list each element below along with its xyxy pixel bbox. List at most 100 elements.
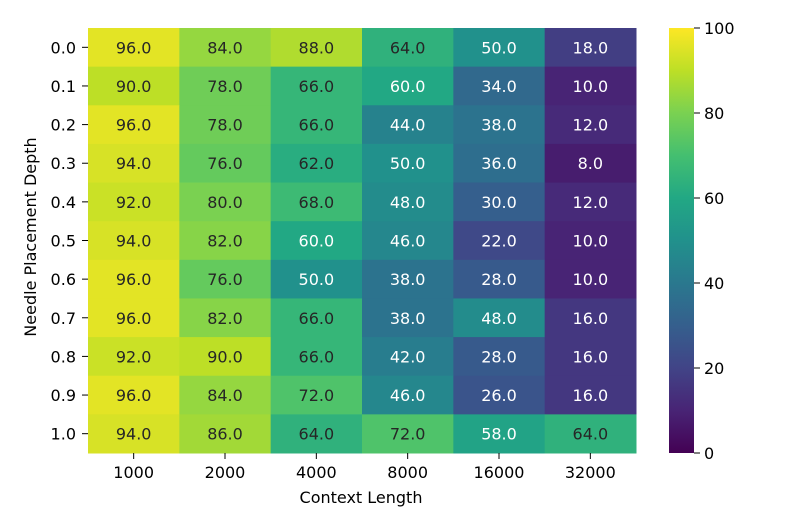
heatmap-cell [88, 375, 180, 415]
cell-value-label: 58.0 [481, 425, 517, 444]
colorbar-tick-label: 60 [704, 189, 724, 208]
cell-value-label: 66.0 [299, 309, 335, 328]
cell-value-label: 50.0 [390, 154, 426, 173]
cell-value-label: 66.0 [299, 116, 335, 135]
cell-value-label: 16.0 [573, 309, 609, 328]
heatmap-cell [270, 337, 363, 377]
x-tick-label: 4000 [296, 463, 337, 482]
heatmap-cell [544, 375, 637, 415]
heatmap-cell [88, 298, 180, 338]
heatmap-cell [270, 375, 363, 415]
cell-value-label: 94.0 [116, 425, 152, 444]
cell-value-label: 28.0 [481, 270, 517, 289]
y-tick-label: 0.7 [51, 309, 76, 328]
cell-value-label: 92.0 [116, 193, 152, 212]
cell-value-label: 22.0 [481, 232, 517, 251]
y-tick-label: 0.0 [51, 38, 76, 57]
heatmap-cell [270, 182, 363, 222]
heatmap-cell [270, 105, 363, 145]
heatmap-cell [88, 105, 180, 145]
cell-value-label: 76.0 [207, 154, 243, 173]
heatmap-cell [270, 259, 363, 299]
cell-value-label: 96.0 [116, 270, 152, 289]
heatmap-cell [453, 66, 546, 106]
cell-value-label: 66.0 [299, 77, 335, 96]
cell-value-label: 26.0 [481, 386, 517, 405]
cell-value-label: 82.0 [207, 232, 243, 251]
heatmap-cell [453, 337, 546, 377]
heatmap-cell [179, 221, 272, 261]
heatmap-cell [362, 375, 454, 415]
heatmap-cell [362, 66, 454, 106]
cell-value-label: 92.0 [116, 347, 152, 366]
colorbar-tick-label: 40 [704, 274, 724, 293]
cell-value-label: 48.0 [481, 309, 517, 328]
heatmap-cell [179, 414, 272, 454]
cell-value-label: 82.0 [207, 309, 243, 328]
heatmap-cell [544, 337, 637, 377]
cell-value-label: 12.0 [573, 116, 609, 135]
heatmap-cell [179, 182, 272, 222]
heatmap-cell [270, 298, 363, 338]
x-axis-label: Context Length [300, 488, 423, 507]
y-axis-ticks: 0.0 0.1 0.2 0.3 0.4 0.5 0.6 0.7 0.8 0.9 1.0 [51, 38, 88, 444]
cell-value-label: 78.0 [207, 77, 243, 96]
heatmap-cell [544, 28, 637, 68]
x-axis-ticks: 1000 2000 4000 8000 16000 32000 [113, 453, 616, 482]
heatmap-cell [544, 105, 637, 145]
heatmap-cell [453, 414, 546, 454]
cell-value-label: 38.0 [390, 270, 426, 289]
heatmap-cell [544, 221, 637, 261]
x-tick-label: 32000 [565, 463, 616, 482]
cell-value-label: 90.0 [116, 77, 152, 96]
cell-value-label: 46.0 [390, 386, 426, 405]
cell-value-label: 44.0 [390, 116, 426, 135]
heatmap-cell [362, 298, 454, 338]
cell-value-label: 46.0 [390, 232, 426, 251]
cell-value-label: 38.0 [481, 116, 517, 135]
cell-value-label: 60.0 [299, 232, 335, 251]
cell-value-label: 72.0 [390, 425, 426, 444]
heatmap-cell [544, 259, 637, 299]
cell-value-label: 18.0 [573, 38, 609, 57]
heatmap-cell [270, 414, 363, 454]
heatmap-cells [88, 28, 637, 454]
heatmap-cell [453, 259, 546, 299]
cell-value-label: 76.0 [207, 270, 243, 289]
cell-value-label: 84.0 [207, 386, 243, 405]
y-tick-label: 0.9 [51, 386, 76, 405]
heatmap-cell [88, 414, 180, 454]
colorbar-tick-label: 20 [704, 359, 724, 378]
cell-value-label: 90.0 [207, 347, 243, 366]
y-tick-label: 1.0 [51, 425, 76, 444]
colorbar-tick-label: 0 [704, 444, 714, 463]
x-tick-label: 16000 [474, 463, 525, 482]
heatmap-cell [544, 414, 637, 454]
y-tick-label: 0.2 [51, 116, 76, 135]
heatmap-cell [362, 105, 454, 145]
heatmap-cell [88, 66, 180, 106]
y-tick-label: 0.3 [51, 154, 76, 173]
cell-value-label: 60.0 [390, 77, 426, 96]
cell-value-label: 64.0 [390, 38, 426, 57]
cell-value-label: 16.0 [573, 347, 609, 366]
cell-value-label: 72.0 [299, 386, 335, 405]
heatmap-cell [544, 66, 637, 106]
cell-value-label: 84.0 [207, 38, 243, 57]
cell-value-label: 10.0 [573, 232, 609, 251]
heatmap-cell [88, 182, 180, 222]
cell-value-label: 10.0 [573, 77, 609, 96]
heatmap-cell [88, 259, 180, 299]
cell-value-label: 50.0 [481, 38, 517, 57]
heatmap-cell [362, 28, 454, 68]
x-tick-label: 1000 [113, 463, 154, 482]
heatmap-cell [88, 143, 180, 184]
heatmap-cell [88, 221, 180, 261]
heatmap-cell [270, 221, 363, 261]
cell-value-label: 94.0 [116, 154, 152, 173]
cell-value-label: 34.0 [481, 77, 517, 96]
cell-value-label: 10.0 [573, 270, 609, 289]
heatmap-cell [179, 259, 272, 299]
heatmap-cell [544, 298, 637, 338]
heatmap-cell [362, 182, 454, 222]
